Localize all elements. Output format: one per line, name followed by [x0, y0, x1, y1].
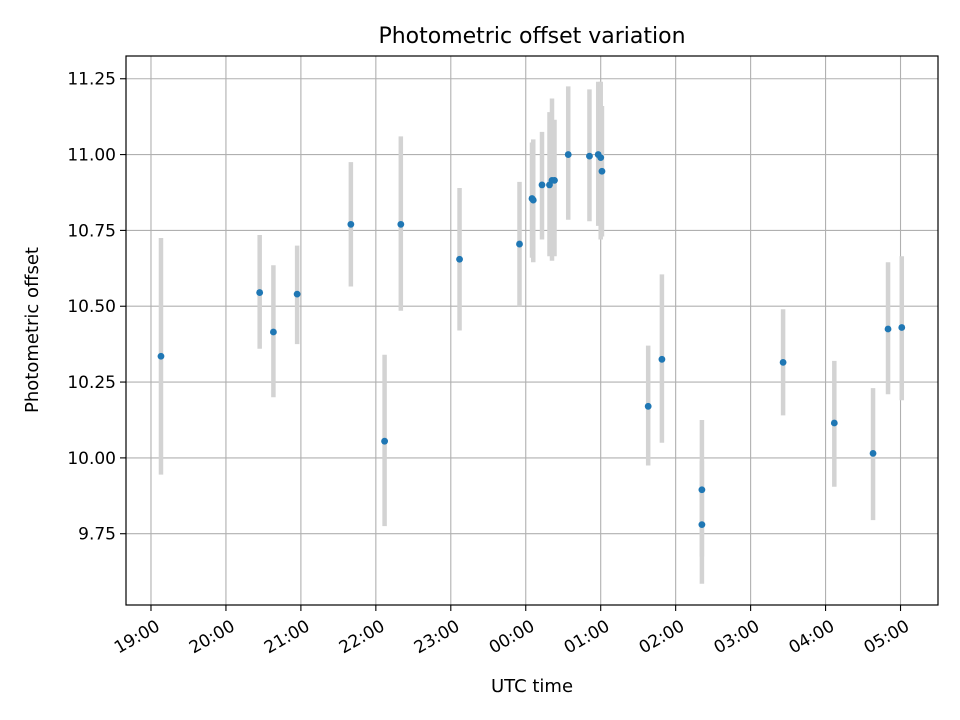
x-axis-label: UTC time	[491, 676, 573, 697]
data-point	[564, 151, 572, 158]
data-point	[551, 176, 558, 184]
plot-area-frame	[125, 55, 939, 606]
x-tick-label: 21:00	[261, 616, 313, 658]
data-point	[644, 402, 652, 410]
data-point	[256, 289, 264, 296]
data-point	[597, 154, 605, 162]
data-point	[884, 325, 892, 333]
chart-title: Photometric offset variation	[378, 24, 685, 49]
y-tick-label: 10.25	[67, 373, 116, 393]
data-point	[347, 220, 355, 228]
x-tick-label: 01:00	[561, 616, 613, 658]
y-tick-label: 11.00	[67, 146, 116, 166]
data-point	[869, 449, 877, 457]
y-axis-label: Photometric offset	[22, 247, 43, 413]
data-point	[538, 181, 546, 189]
y-tick-label: 11.25	[67, 70, 116, 90]
data-point	[898, 324, 906, 331]
x-axis-ticks: 19:00 20:00 21:00 22:00 23:00 00:00 01:00 02:00…	[111, 605, 913, 658]
data-point	[586, 152, 593, 160]
data-point	[456, 255, 463, 263]
x-tick-label: 19:00	[111, 616, 163, 658]
data-point	[516, 240, 523, 248]
y-tick-label: 10.50	[67, 297, 116, 317]
x-tick-label: 20:00	[186, 616, 238, 658]
data-point	[270, 328, 277, 336]
y-tick-label: 10.00	[67, 449, 116, 469]
x-tick-label: 22:00	[336, 616, 388, 658]
data-point	[698, 521, 706, 529]
grid	[126, 56, 938, 605]
data-point	[698, 486, 706, 494]
y-axis-ticks: 9.75 10.00 10.25 10.50 10.75 11.00 11.25	[67, 70, 126, 545]
data-points	[157, 151, 906, 529]
x-tick-label: 02:00	[636, 616, 688, 658]
data-point	[293, 290, 301, 298]
y-tick-label: 9.75	[78, 525, 116, 545]
data-point	[529, 196, 537, 204]
x-tick-label: 23:00	[411, 616, 463, 658]
data-point	[779, 358, 787, 366]
x-tick-label: 00:00	[486, 616, 538, 658]
x-tick-label: 03:00	[711, 616, 763, 658]
data-point	[157, 352, 165, 360]
data-point	[397, 220, 405, 228]
data-point	[381, 437, 388, 445]
x-tick-label: 05:00	[861, 616, 913, 658]
x-tick-label: 04:00	[786, 616, 838, 658]
data-point	[658, 355, 666, 363]
y-tick-label: 10.75	[67, 221, 116, 241]
data-point	[830, 419, 838, 427]
data-point	[598, 167, 606, 175]
